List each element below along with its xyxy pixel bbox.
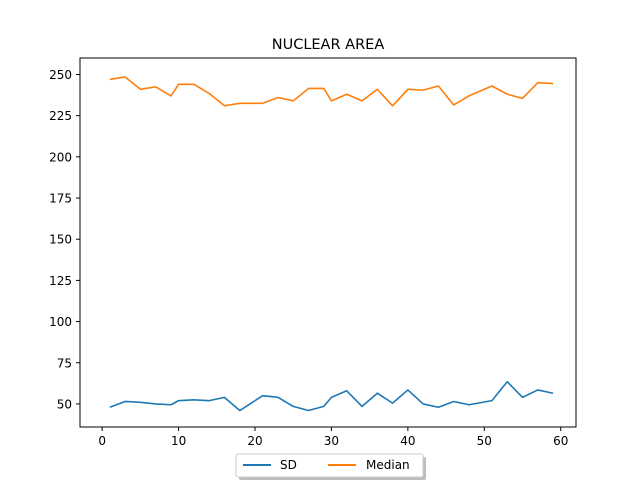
x-tick-label: 30 bbox=[324, 434, 339, 448]
legend: SD Median bbox=[235, 453, 426, 480]
plot-lines bbox=[109, 76, 554, 412]
y-tick-label: 100 bbox=[49, 315, 72, 329]
series-line-median bbox=[109, 76, 554, 107]
x-tick-label: 10 bbox=[171, 434, 186, 448]
plot-frame bbox=[79, 57, 577, 428]
chart-title: NUCLEAR AREA bbox=[272, 37, 385, 53]
y-tick-label: 225 bbox=[49, 109, 72, 123]
x-tick-label: 0 bbox=[98, 434, 106, 448]
y-axis: 50 75 100 125 150 175 200 225 250 bbox=[49, 68, 80, 411]
y-tick-label: 175 bbox=[49, 192, 72, 206]
y-tick-label: 125 bbox=[49, 274, 72, 288]
y-tick-label: 75 bbox=[57, 356, 72, 370]
x-tick-label: 20 bbox=[247, 434, 262, 448]
legend-sd-label: SD bbox=[280, 458, 297, 472]
y-tick-label: 250 bbox=[49, 68, 72, 82]
y-tick-label: 200 bbox=[49, 150, 72, 164]
y-tick-label: 150 bbox=[49, 233, 72, 247]
legend-median-label: Median bbox=[366, 458, 410, 472]
x-tick-label: 40 bbox=[400, 434, 415, 448]
x-tick-label: 60 bbox=[553, 434, 568, 448]
series-line-sd bbox=[109, 380, 554, 412]
x-axis: 0 10 20 30 40 50 60 bbox=[98, 427, 568, 448]
y-tick-label: 50 bbox=[57, 397, 72, 411]
x-tick-label: 50 bbox=[477, 434, 492, 448]
